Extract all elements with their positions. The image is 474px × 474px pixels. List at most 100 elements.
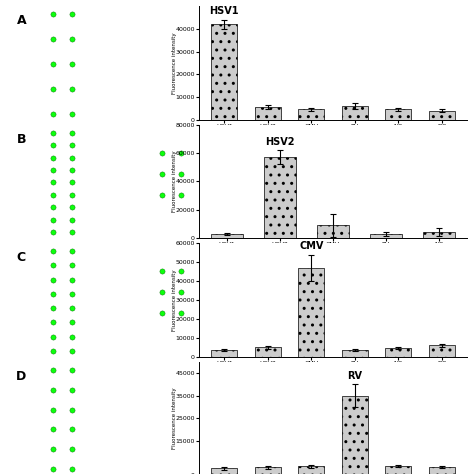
- Point: [149, 191, 157, 199]
- Point: [177, 267, 185, 275]
- Point: [177, 93, 184, 101]
- Point: [79, 366, 86, 374]
- Point: [164, 95, 172, 102]
- Point: [148, 214, 155, 222]
- Point: [190, 312, 197, 319]
- Point: [166, 290, 173, 298]
- Point: [124, 106, 132, 114]
- Point: [97, 33, 104, 41]
- Point: [82, 249, 90, 256]
- Point: [158, 304, 165, 311]
- Point: [165, 187, 173, 194]
- Point: [86, 362, 94, 369]
- Point: [116, 169, 123, 176]
- Point: [86, 168, 94, 175]
- Point: [88, 86, 96, 93]
- Point: [138, 268, 146, 275]
- Point: [161, 221, 168, 229]
- Point: [45, 120, 53, 128]
- Point: [187, 202, 194, 210]
- Point: [130, 44, 138, 51]
- Point: [42, 422, 49, 430]
- Point: [139, 231, 147, 238]
- Point: [68, 60, 75, 68]
- Point: [38, 407, 46, 415]
- Point: [61, 211, 69, 219]
- Point: [189, 209, 196, 216]
- Point: [89, 322, 96, 330]
- Point: [115, 18, 122, 26]
- Point: [56, 147, 64, 155]
- Bar: [385, 348, 411, 357]
- Point: [111, 49, 118, 57]
- Point: [90, 114, 97, 121]
- Point: [120, 290, 128, 297]
- Point: [94, 462, 102, 469]
- Point: [55, 464, 63, 472]
- Point: [166, 448, 174, 456]
- Point: [132, 254, 140, 262]
- Point: [50, 224, 57, 232]
- Point: [155, 53, 163, 61]
- Point: [151, 272, 159, 279]
- Point: [80, 189, 88, 196]
- Point: [134, 140, 142, 148]
- Point: [49, 166, 56, 174]
- Point: [71, 125, 79, 132]
- Point: [166, 323, 173, 331]
- Point: [127, 246, 134, 254]
- Point: [61, 380, 68, 388]
- Point: [113, 191, 120, 198]
- Point: [52, 371, 60, 378]
- Point: [171, 315, 178, 323]
- Point: [136, 244, 143, 252]
- Point: [89, 278, 96, 285]
- Point: [130, 107, 138, 115]
- Point: [102, 77, 109, 84]
- Point: [86, 9, 94, 17]
- Point: [172, 289, 179, 297]
- Point: [160, 174, 168, 182]
- Point: [189, 371, 196, 379]
- Point: [58, 217, 65, 224]
- Point: [188, 419, 195, 427]
- Point: [135, 417, 143, 424]
- Y-axis label: Fluorescence intensity: Fluorescence intensity: [172, 32, 176, 94]
- Point: [49, 386, 56, 393]
- Point: [47, 155, 55, 163]
- Point: [37, 230, 45, 238]
- Point: [82, 196, 90, 203]
- Point: [118, 408, 126, 415]
- Point: [45, 291, 53, 298]
- Bar: [211, 350, 237, 357]
- Point: [122, 66, 130, 74]
- Point: [64, 143, 72, 150]
- Point: [74, 205, 82, 213]
- Point: [40, 146, 47, 154]
- Point: [110, 331, 118, 338]
- Point: [77, 395, 84, 402]
- Point: [192, 465, 200, 473]
- Point: [191, 375, 198, 383]
- Point: [91, 313, 99, 321]
- Point: [56, 408, 64, 416]
- Point: [49, 276, 56, 283]
- Point: [177, 332, 184, 340]
- Bar: [255, 347, 281, 357]
- Point: [130, 116, 138, 124]
- Point: [148, 89, 156, 97]
- Point: [141, 306, 149, 314]
- Point: [164, 307, 172, 315]
- Point: [60, 61, 68, 69]
- Point: [45, 191, 53, 199]
- Point: [58, 452, 66, 459]
- Point: [133, 373, 141, 381]
- Point: [109, 445, 117, 452]
- Point: [164, 99, 171, 106]
- Point: [86, 308, 94, 316]
- Point: [55, 283, 62, 290]
- Point: [89, 183, 96, 191]
- Point: [68, 290, 75, 298]
- Point: [175, 46, 182, 54]
- Point: [63, 3, 70, 10]
